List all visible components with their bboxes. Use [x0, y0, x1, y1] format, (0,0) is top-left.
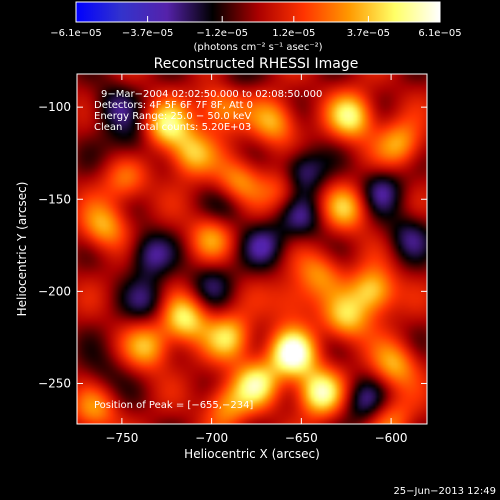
plot-area: −750 −700 −650 −600 −100 −150 −200 −250	[38, 73, 428, 445]
annotation-block: 9−Mar−2004 02:02:50.000 to 02:08:50.000 …	[94, 89, 322, 411]
colorbar-tick-label: −1.2e−05	[196, 28, 248, 39]
plot-frame	[76, 73, 428, 425]
colorbar-tick-label: 6.1e−05	[418, 28, 461, 39]
colorbar-fill	[75, 1, 441, 23]
y-tick-label: −200	[38, 284, 71, 298]
y-tick-label: −150	[38, 192, 71, 206]
y-tick-label: −250	[38, 376, 71, 390]
y-axis-label: Heliocentric Y (arcsec)	[15, 182, 29, 317]
y-tick-label: −100	[38, 100, 71, 114]
colorbar-ticks: −6.1e−05 −3.7e−05 −1.2e−05 1.2e−05 3.7e−05 6.…	[50, 16, 462, 39]
colorbar-tick-label: 3.7e−05	[347, 28, 390, 39]
colorbar-tick-label: −3.7e−05	[122, 28, 174, 39]
colorbar-unit-label: (photons cm⁻² s⁻¹ asec⁻²)	[193, 42, 322, 53]
annotation-energy-range: Energy Range: 25.0 − 50.0 keV	[94, 111, 251, 122]
heatmap-image	[77, 74, 427, 424]
chart-title: Reconstructed RHESSI Image	[154, 56, 359, 72]
annotation-detectors: Detectors: 4F 5F 6F 7F 8F, Att 0	[94, 100, 253, 111]
y-axis: −100 −150 −200 −250	[38, 100, 427, 390]
x-axis: −750 −700 −650 −600	[105, 74, 408, 445]
colorbar-tick-label: 1.2e−05	[272, 28, 315, 39]
x-tick-label: −650	[285, 431, 318, 445]
annotation-peak-position: Position of Peak = [−655,−234]	[94, 400, 253, 411]
x-tick-label: −600	[375, 431, 408, 445]
colorbar: −6.1e−05 −3.7e−05 −1.2e−05 1.2e−05 3.7e−05 6.…	[50, 1, 462, 53]
annotation-clean-counts: Clean Total counts: 5.20E+03	[94, 122, 251, 133]
footer-date: 25−Jun−2013 12:49	[393, 486, 496, 497]
x-tick-label: −750	[105, 431, 138, 445]
x-tick-label: −700	[195, 431, 228, 445]
x-axis-label: Heliocentric X (arcsec)	[184, 447, 320, 461]
colorbar-tick-label: −6.1e−05	[50, 28, 102, 39]
annotation-time-range: 9−Mar−2004 02:02:50.000 to 02:08:50.000	[101, 89, 322, 100]
